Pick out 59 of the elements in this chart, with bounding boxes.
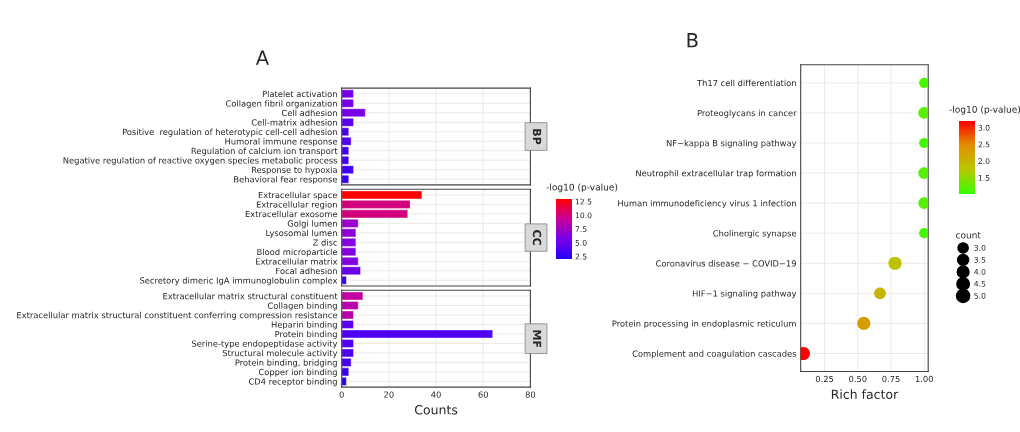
y-tick-label: Th17 cell differentiation: [697, 79, 796, 87]
y-tick-label: Copper ion binding: [258, 368, 337, 377]
y-tick-label: Extracellular region: [256, 201, 337, 210]
x-tick-label: 80: [525, 391, 536, 398]
x-tick-label: 20: [384, 391, 394, 398]
y-tick-label: Serine-type endopeptidase activity: [191, 340, 338, 349]
y-tick-label: Focal adhesion: [276, 267, 337, 275]
y-tick-label: Negative regulation of reactive oxygen species metabolic process: [63, 157, 338, 166]
x-tick-label: 0.50: [849, 375, 867, 383]
y-tick-label: Extracellular matrix structural constituent conferring compression resistance: [17, 311, 338, 320]
y-tick-label: Cholinergic synapse: [713, 230, 797, 239]
y-tick-label: Positive regulation of heterotypic cell-cell adhesion: [122, 128, 337, 137]
color-bar-title: -log10 (p-value): [949, 105, 1020, 115]
text: A: [255, 50, 269, 65]
y-tick-label: Extracellular matrix structural constituent: [163, 292, 338, 300]
text: CC: [532, 230, 542, 246]
y-tick-label: Protein processing in endoplasmic reticulum: [612, 320, 796, 329]
y-tick-label: Structural molecule activity: [222, 349, 338, 358]
y-tick-label: Human immunodeficiency virus 1 infection: [618, 199, 796, 209]
x-axis-title: Rich factor: [831, 389, 899, 399]
y-tick-label: Platelet activation: [262, 90, 337, 98]
y-tick-label: Coronavirus disease − COVID−19: [656, 260, 796, 267]
y-tick-label: HIF−1 signaling pathway: [692, 290, 797, 299]
x-tick-label: 0.75: [882, 375, 900, 383]
y-tick-label: Extracellular space: [258, 191, 338, 200]
legend-title: count: [955, 232, 981, 239]
y-tick-label: Proteoglycans in cancer: [697, 109, 797, 118]
x-tick-label: 1.00: [915, 375, 933, 383]
y-tick-label: Collagen binding: [267, 302, 337, 311]
y-tick-label: Collagen fibril organization: [225, 100, 337, 109]
y-tick-label: Extracellular matrix: [256, 258, 338, 265]
y-tick-label: Cell-matrix adhesion: [251, 119, 337, 126]
y-tick-label: Extracellular exosome: [245, 210, 338, 218]
y-tick-label: CD4 receptor binding: [248, 378, 337, 387]
y-tick-label: Neutrophil extracellular trap formation: [636, 169, 796, 178]
y-tick-label: Response to hypoxia: [251, 166, 337, 175]
y-tick-label: Cell adhesion: [281, 109, 337, 117]
y-tick-label: NF−kappa B signaling pathway: [666, 139, 797, 148]
chart-title: B: [687, 33, 698, 48]
y-tick-label: Humoral immune response: [225, 138, 338, 147]
x-tick-label: 0: [339, 391, 344, 398]
x-tick-label: 60: [478, 391, 488, 398]
y-tick-label: Blood microparticle: [257, 248, 338, 257]
y-tick-label: Secretory dimeric IgA immunoglobulin complex: [140, 277, 338, 286]
text: BP: [532, 129, 542, 145]
y-tick-label: Golgi lumen: [287, 220, 337, 229]
y-tick-label: Lysosomal lumen: [266, 229, 337, 238]
y-tick-label: Complement and coagulation cascades: [632, 350, 797, 359]
x-tick-label: 40: [431, 391, 441, 398]
y-tick-label: Heparin binding: [271, 321, 337, 330]
color-bar-title: -log10 (p-value): [546, 183, 618, 193]
x-axis-title: Counts: [414, 405, 458, 415]
y-tick-label: Z disc: [313, 239, 338, 246]
y-tick-label: Protein binding, bridging: [235, 359, 337, 368]
x-tick-label: 0.25: [815, 375, 834, 383]
text: MF: [532, 330, 542, 348]
y-tick-label: Behavioral fear response: [234, 176, 338, 185]
y-tick-label: Regulation of calcium ion transport: [191, 147, 338, 156]
y-tick-label: Protein binding: [275, 330, 337, 339]
